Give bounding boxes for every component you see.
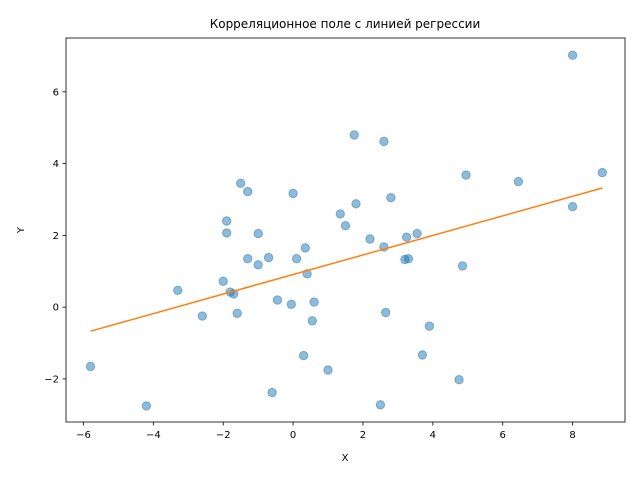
scatter-point xyxy=(567,50,578,60)
scatter-point xyxy=(263,252,274,263)
x-tick-label: 0 xyxy=(290,430,296,441)
scatter-point xyxy=(173,285,183,295)
scatter-point xyxy=(236,178,246,189)
scatter-point xyxy=(412,228,422,239)
y-tick-label: −2 xyxy=(44,374,59,385)
chart-title: Корреляционное поле с линией регрессии xyxy=(210,17,481,31)
scatter-point xyxy=(340,221,351,231)
scatter-point xyxy=(379,136,389,147)
y-axis-label: Y xyxy=(16,226,27,234)
scatter-point xyxy=(349,130,359,140)
x-axis-label: X xyxy=(342,453,349,464)
scatter-point xyxy=(253,228,263,239)
plot-frame xyxy=(65,37,626,423)
scatter-point xyxy=(335,209,345,219)
scatter-point xyxy=(424,321,435,331)
scatter-point xyxy=(222,216,232,226)
scatter-point xyxy=(267,387,277,398)
x-tick-label: −4 xyxy=(146,430,161,441)
regression-line xyxy=(90,187,603,332)
scatter-point xyxy=(401,232,412,242)
scatter-point xyxy=(85,361,96,372)
scatter-point xyxy=(307,316,317,326)
scatter-point xyxy=(232,308,242,318)
scatter-point xyxy=(513,176,524,187)
scatter-point xyxy=(272,295,283,305)
x-tick-label: 2 xyxy=(360,430,366,441)
y-axis: −2 0 2 4 6 xyxy=(44,87,66,385)
scatter-point xyxy=(461,170,471,180)
scatter-point xyxy=(291,254,302,264)
scatter-point xyxy=(567,202,578,212)
scatter-point xyxy=(286,299,296,309)
y-tick-label: 6 xyxy=(53,87,59,98)
scatter-point xyxy=(457,261,468,271)
y-tick-label: 2 xyxy=(53,231,59,242)
scatter-point xyxy=(243,254,253,264)
scatter-point xyxy=(253,260,263,270)
scatter-point xyxy=(141,401,152,411)
x-tick-label: −2 xyxy=(216,430,231,441)
scatter-point xyxy=(454,375,464,385)
y-tick-label: 4 xyxy=(53,159,59,170)
scatter-point xyxy=(597,167,607,178)
y-tick-label: 0 xyxy=(53,303,59,314)
scatter-point xyxy=(243,186,253,197)
x-tick-label: 6 xyxy=(500,430,506,441)
x-tick-label: 4 xyxy=(430,430,436,441)
plot-area xyxy=(85,50,607,411)
scatter-point xyxy=(403,254,414,264)
scatter-point xyxy=(386,193,396,203)
scatter-point xyxy=(417,350,428,360)
scatter-point xyxy=(222,228,232,238)
scatter-point xyxy=(309,297,319,307)
x-tick-label: −6 xyxy=(76,430,91,441)
scatter-point xyxy=(365,234,375,244)
scatter-point xyxy=(298,350,309,361)
scatter-point xyxy=(323,365,333,375)
scatter-point xyxy=(218,276,228,286)
x-axis: −6 −4 −2 0 2 4 6 8 xyxy=(76,422,576,441)
scatter-point xyxy=(375,400,386,410)
scatter-point xyxy=(300,243,310,253)
scatter-point xyxy=(197,311,208,321)
scatter-point xyxy=(381,307,391,318)
scatter-point xyxy=(351,199,361,209)
scatter-point xyxy=(288,188,298,199)
x-tick-label: 8 xyxy=(569,430,575,441)
